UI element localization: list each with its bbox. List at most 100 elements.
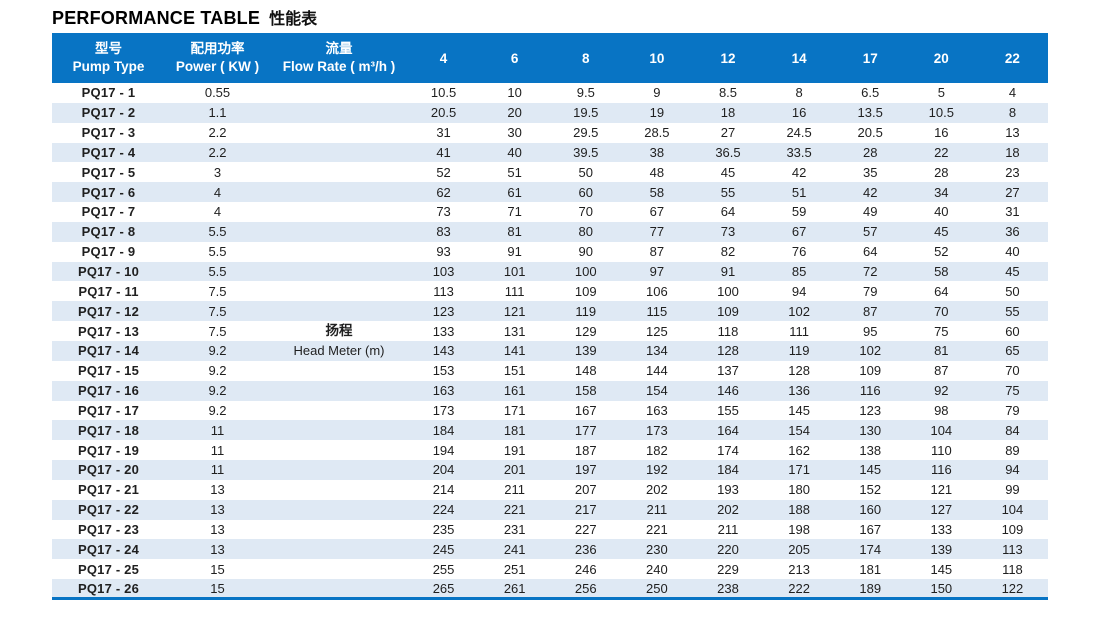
head-value-cell: 167	[574, 402, 597, 418]
head-value-cell: 29.5	[573, 125, 599, 141]
head-value-cell: 227	[574, 521, 597, 537]
head-value-cell: 181	[859, 561, 882, 577]
head-value-cell: 100	[550, 261, 622, 282]
head-value-cell: 115	[621, 301, 693, 322]
head-value-cell: 79	[862, 283, 878, 299]
head-value-cell: 255	[432, 561, 455, 577]
head-value-cell: 93	[436, 244, 451, 260]
power-cell: 13	[165, 499, 270, 520]
head-value-cell: 139	[905, 539, 977, 560]
head-value-cell: 211	[717, 521, 739, 537]
head-value-cell: 70	[578, 204, 593, 220]
head-value-cell: 109	[1001, 521, 1024, 537]
pump-type-cell: PQ17 - 19	[77, 442, 140, 458]
head-value-cell: 153	[432, 363, 455, 379]
head-value-cell: 177	[550, 420, 622, 441]
head-value-cell: 118	[717, 323, 739, 339]
table-row: PQ17 - 20 11 204 201 197 192 184 171 145 116 94	[52, 460, 1048, 480]
head-value-cell: 128	[692, 340, 764, 361]
head-value-cell: 188	[763, 499, 835, 520]
power-cell: 4	[213, 204, 222, 220]
head-value-cell: 91	[507, 244, 522, 260]
head-value-cell: 194	[432, 442, 455, 458]
table-row: PQ17 - 15 9.2 153 151 148 144 137 128 109 87 70	[52, 361, 1048, 381]
head-value-cell: 193	[717, 482, 739, 498]
pump-type-cell: PQ17 - 13	[77, 323, 140, 339]
head-value-cell: 94	[976, 460, 1048, 480]
head-value-cell: 58	[905, 261, 977, 282]
power-cell: 0.55	[204, 85, 231, 101]
head-value-cell: 27	[720, 125, 736, 141]
head-value-cell: 20	[479, 102, 551, 123]
head-value-cell: 40	[479, 142, 551, 163]
pump-type-cell: PQ17 - 25	[77, 561, 140, 577]
head-value-cell: 125	[646, 323, 668, 339]
head-value-cell: 148	[574, 363, 597, 379]
head-value-cell: 22	[905, 142, 977, 163]
table-row: PQ17 - 19 11 194 191 187 182 174 162 138 110 89	[52, 440, 1048, 460]
head-value-cell: 174	[717, 442, 739, 458]
page-title: PERFORMANCE TABLE 性能表	[52, 5, 317, 29]
flow-note-cell	[270, 281, 408, 301]
head-value-cell: 80	[550, 221, 622, 242]
power-cell: 15	[165, 579, 270, 599]
head-value-cell: 87	[934, 363, 949, 379]
head-value-cell: 104	[976, 499, 1048, 520]
head-value-cell: 60	[550, 182, 622, 203]
head-value-cell: 207	[574, 482, 597, 498]
power-cell: 11	[165, 460, 270, 480]
head-value-cell: 229	[717, 561, 739, 577]
head-value-cell: 64	[862, 244, 878, 260]
head-value-cell: 39.5	[550, 142, 622, 163]
power-cell: 5.5	[165, 221, 270, 242]
head-value-cell: 173	[621, 420, 693, 441]
head-value-cell: 45	[976, 261, 1048, 282]
head-value-cell: 214	[432, 482, 455, 498]
head-value-cell: 102	[763, 301, 835, 322]
head-value-cell: 119	[550, 301, 622, 322]
head-value-cell: 145	[788, 402, 810, 418]
table-row: PQ17 - 21 13 214 211 207 202 193 180 152 121 99	[52, 480, 1048, 500]
flow-note-cell	[270, 440, 408, 460]
head-value-cell: 8	[976, 102, 1048, 123]
head-value-cell: 20.5	[408, 102, 480, 123]
head-value-cell: 51	[763, 182, 835, 203]
table-row: PQ17 - 13 7.5 扬程 133 131 129 125 118 111 95 75 60	[52, 321, 1048, 341]
flow-note-cell	[270, 559, 408, 579]
head-value-cell: 110	[930, 442, 952, 458]
flow-note-cell	[270, 301, 408, 322]
head-value-cell: 20.5	[857, 125, 883, 141]
header-flow-17: 17	[834, 33, 906, 83]
head-value-cell: 35	[862, 164, 878, 180]
head-value-cell: 65	[976, 340, 1048, 361]
head-value-cell: 41	[408, 142, 480, 163]
head-value-cell: 152	[859, 482, 882, 498]
flow-note-cell	[270, 499, 408, 520]
head-value-cell: 10	[507, 85, 522, 101]
head-value-cell: 28	[834, 142, 906, 163]
table-row: PQ17 - 1 0.55 10.5 10 9.5 9 8.5 8 6.5 5 4	[52, 83, 1048, 103]
table-row: PQ17 - 2 1.1 20.5 20 19.5 19 18 16 13.5 10.5 8	[52, 102, 1048, 123]
head-value-cell: 133	[432, 323, 455, 339]
flow-note-cell	[270, 162, 408, 182]
head-value-cell: 236	[550, 539, 622, 560]
head-value-cell: 122	[976, 579, 1048, 599]
head-value-cell: 103	[408, 261, 480, 282]
head-value-cell: 38	[621, 142, 693, 163]
head-value-cell: 13	[1005, 125, 1020, 141]
head-value-cell: 256	[550, 579, 622, 599]
head-value-cell: 111	[504, 283, 525, 299]
head-value-cell: 197	[550, 460, 622, 480]
head-value-cell: 91	[692, 261, 764, 282]
head-value-cell: 191	[503, 442, 526, 458]
header-pump-type-cn: 型号	[95, 41, 122, 57]
flow-note-cell	[270, 380, 408, 401]
power-cell: 9.2	[165, 340, 270, 361]
header-flow-4: 4	[408, 33, 480, 83]
head-value-cell: 202	[646, 482, 668, 498]
head-value-cell: 202	[692, 499, 764, 520]
power-cell: 15	[210, 561, 225, 577]
head-value-cell: 99	[1005, 482, 1020, 498]
head-value-cell: 119	[763, 340, 835, 361]
head-value-cell: 238	[692, 579, 764, 599]
